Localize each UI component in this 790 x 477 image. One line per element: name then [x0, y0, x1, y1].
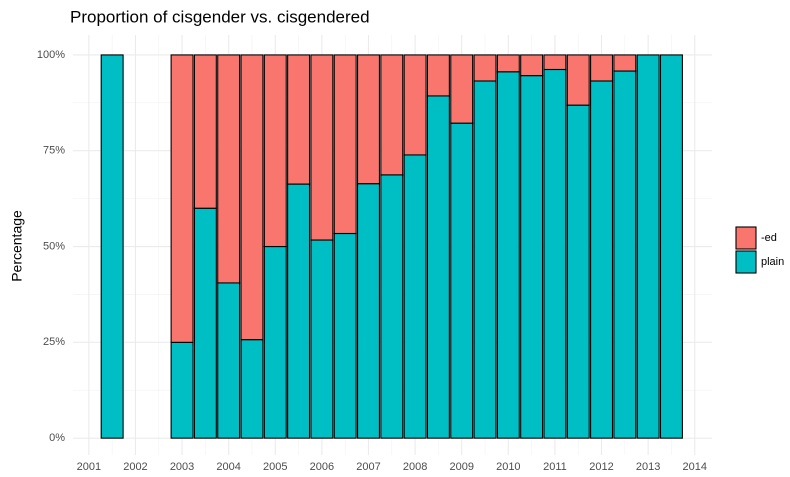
bar-segment: [217, 282, 241, 439]
y-tick-label: 75%: [43, 145, 65, 157]
bar-segment: [217, 54, 241, 284]
bar-segment: [380, 54, 404, 176]
bar-segment: [310, 239, 334, 439]
bar-segment: [613, 54, 637, 72]
bar-segment: [543, 68, 567, 439]
bar-segment: [333, 54, 357, 235]
bar-segment: [287, 183, 311, 439]
x-tick-label: 2008: [403, 461, 427, 473]
bar-segment: [450, 122, 474, 439]
legend-label: -ed: [761, 232, 777, 244]
x-tick-label: 2011: [543, 461, 567, 473]
x-tick-label: 2006: [310, 461, 334, 473]
x-tick-label: 2003: [170, 461, 194, 473]
bar-segment: [380, 174, 404, 439]
bar-segment: [263, 54, 287, 248]
bar-segment: [426, 95, 450, 439]
bar-segment: [287, 54, 311, 185]
bar-segment: [193, 207, 217, 439]
bar-segment: [450, 54, 474, 124]
bar-segment: [590, 80, 614, 439]
x-tick-label: 2002: [123, 461, 147, 473]
y-tick-label: 25%: [43, 336, 65, 348]
x-tick-label: 2010: [496, 461, 520, 473]
x-tick-label: 2007: [356, 461, 380, 473]
bar-segment: [496, 54, 520, 73]
x-tick-label: 2012: [589, 461, 613, 473]
bar-segment: [566, 54, 590, 106]
bar-segment: [263, 245, 287, 439]
legend-label: plain: [761, 256, 784, 268]
y-tick-label: 100%: [37, 49, 65, 61]
bar-segment: [590, 54, 614, 82]
bar-segment: [543, 54, 567, 71]
bar-segment: [613, 70, 637, 439]
y-tick-label: 50%: [43, 240, 65, 252]
x-tick-label: 2014: [683, 461, 707, 473]
bar-segment: [193, 54, 217, 209]
bar-segment: [473, 54, 497, 82]
y-tick-label: 0%: [49, 432, 65, 444]
bar-segment: [473, 80, 497, 439]
y-axis-label: Percentage: [9, 210, 25, 282]
bar-segment: [170, 54, 194, 343]
x-tick-label: 2004: [216, 461, 240, 473]
bar-segment: [496, 71, 520, 439]
legend-swatch: [735, 226, 757, 250]
bar-segment: [170, 341, 194, 439]
x-tick-label: 2009: [449, 461, 473, 473]
bar-segment: [659, 54, 683, 439]
bar-segment: [100, 54, 124, 439]
bar-segment: [520, 75, 544, 439]
chart-title: Proportion of cisgender vs. cisgendered: [70, 7, 370, 26]
bar-segment: [403, 54, 427, 156]
x-tick-label: 2001: [77, 461, 101, 473]
bar-segment: [636, 54, 660, 439]
bar-segment: [240, 54, 264, 341]
bar-segment: [566, 104, 590, 439]
x-tick-label: 2005: [263, 461, 287, 473]
bar-segment: [520, 54, 544, 77]
bar-segment: [356, 54, 380, 185]
bar-segment: [310, 54, 334, 241]
bar-segment: [403, 154, 427, 439]
x-tick-label: 2013: [636, 461, 660, 473]
bar-segment: [240, 339, 264, 439]
bar-segment: [356, 183, 380, 439]
legend-swatch: [735, 250, 757, 274]
bar-segment: [333, 232, 357, 439]
bar-segment: [426, 54, 450, 97]
